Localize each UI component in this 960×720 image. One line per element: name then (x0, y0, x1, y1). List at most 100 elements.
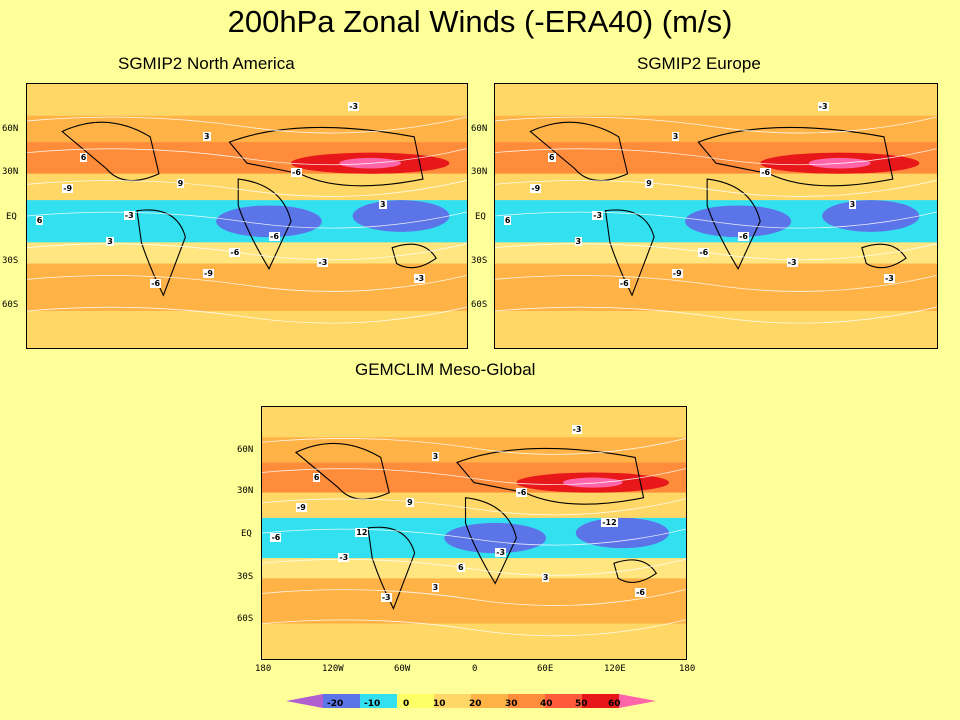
coastline (61, 121, 160, 181)
wind-band (27, 115, 467, 143)
coastline (367, 526, 416, 610)
contour-label: -3 (883, 274, 895, 284)
contour-line (262, 498, 686, 516)
contour-label: -9 (295, 502, 307, 512)
colorbar-segment (582, 694, 619, 708)
contour-label: 6 (548, 152, 556, 162)
colorbar-tick: 50 (575, 699, 588, 709)
colorbar-tick: 40 (540, 699, 553, 709)
contour-label: 6 (35, 216, 44, 225)
contour-label: -9 (671, 268, 683, 278)
lat-label-60s: 60S (2, 300, 19, 310)
contour-line (27, 211, 467, 229)
colorbar-tick: -10 (364, 699, 381, 709)
contour-label: 3 (431, 452, 440, 462)
panel-label-europe: SGMIP2 Europe (637, 54, 761, 73)
wind-field-svg (27, 84, 467, 348)
contour-label: -3 (123, 210, 135, 220)
contour-label: -3 (786, 258, 798, 268)
coastline (604, 209, 655, 297)
figure-title: 200hPa Zonal Winds (-ERA40) (m/s) (227, 4, 733, 39)
colorbar-segment (508, 694, 545, 708)
contour-label: -3 (348, 102, 360, 112)
contour-line (262, 558, 686, 576)
contour-label: 6 (503, 216, 512, 225)
wind-band (27, 84, 467, 116)
coastline (294, 442, 390, 500)
contour-line (262, 619, 686, 637)
coastline (706, 178, 761, 270)
contour-label: -3 (592, 210, 604, 220)
contour-line (495, 116, 937, 134)
contour-label: -3 (380, 593, 392, 603)
contour-label: 3 (574, 237, 583, 247)
wind-band (27, 311, 467, 348)
contour-label: -9 (203, 268, 214, 278)
wind-band (495, 84, 937, 116)
panel-label-north-america: SGMIP2 North America (118, 54, 295, 73)
lat-label-60n: 60N (2, 124, 19, 134)
lat-label-30s: 30S (237, 572, 254, 582)
contour-line (27, 148, 467, 166)
contour-label: -6 (150, 279, 162, 289)
easterly-core (822, 200, 920, 232)
lon-label-180w: 180 (255, 664, 272, 674)
wind-band (262, 578, 686, 624)
contour-label: -6 (516, 487, 528, 497)
wind-band (495, 263, 937, 312)
easterly-core (352, 200, 450, 232)
contour-line (27, 274, 467, 292)
colorbar-segment (619, 694, 656, 708)
contour-label: -6 (270, 533, 282, 542)
lat-label-30n: 30N (2, 167, 19, 177)
map-panel-europe: -3 3 -6 6 -9 9 -3 3 -6 -3 6 3 -6 -9 -3 -6 (494, 83, 938, 349)
contour-label: -6 (618, 279, 630, 289)
lon-label-180e: 180 (679, 664, 696, 674)
contour-label: -3 (338, 553, 350, 563)
contour-label: -3 (317, 258, 329, 268)
lat-label-eq: EQ (6, 212, 17, 222)
wind-band (262, 492, 686, 518)
wind-band (262, 407, 686, 438)
lon-label-0: 0 (472, 664, 478, 674)
wind-band (27, 242, 467, 264)
colorbar-segment (360, 694, 397, 708)
easterly-core (216, 205, 322, 238)
contour-label: 3 (541, 573, 550, 583)
wind-band (495, 173, 937, 201)
contour-label: -6 (738, 231, 749, 241)
wind-band (495, 242, 937, 264)
contour-label: 6 (457, 563, 465, 573)
lat-label-60n: 60N (237, 445, 254, 455)
colorbar-segment (286, 694, 323, 708)
wind-field-svg (495, 84, 937, 348)
contour-label: -9 (530, 184, 542, 194)
contour-label: 3 (379, 200, 387, 210)
contour-line (495, 179, 937, 197)
contour-line (495, 148, 937, 166)
lat-label-30n: 30N (237, 486, 254, 496)
lat-label-30n: 30N (471, 167, 488, 177)
contour-line (262, 528, 686, 546)
contour-label: -6 (269, 231, 280, 241)
wind-band (27, 173, 467, 201)
contour-label: -6 (635, 588, 646, 598)
wind-band (495, 115, 937, 143)
lon-label-60w: 60W (394, 664, 411, 674)
colorbar-segment (545, 694, 582, 708)
coastline (529, 121, 629, 181)
contour-label: -3 (414, 274, 426, 284)
contour-line (27, 306, 467, 324)
colorbar-tick: 30 (505, 699, 518, 709)
colorbar-segment (323, 694, 360, 708)
contour-line (262, 437, 686, 455)
contour-label: -3 (817, 102, 829, 112)
easterly-core (444, 522, 547, 554)
coastline (136, 209, 186, 297)
map-panel-north-america: -3 3 -6 6 -9 9 -3 3 -6 -3 6 3 -6 -9 -3 -6 (26, 83, 468, 349)
colorbar-segment (434, 694, 471, 708)
wind-band (262, 437, 686, 463)
contour-line (495, 211, 937, 229)
coastline (613, 559, 658, 583)
lat-label-60s: 60S (237, 614, 254, 624)
